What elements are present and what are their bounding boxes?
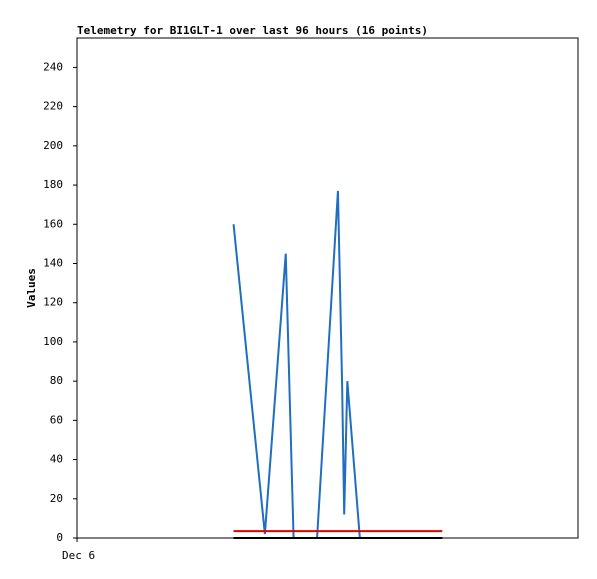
- y-tick-label: 120: [43, 296, 63, 309]
- y-tick-label: 140: [43, 256, 63, 269]
- y-axis-label: Values: [25, 268, 38, 308]
- plot-frame: [76, 37, 579, 539]
- y-tick-label: 160: [43, 217, 63, 230]
- y-tick-label: 20: [50, 492, 63, 505]
- y-tick-label: 60: [50, 413, 63, 426]
- y-tick-label: 240: [43, 60, 63, 73]
- chart-title: Telemetry for BI1GLT-1 over last 96 hour…: [77, 24, 428, 37]
- y-tick-label: 220: [43, 100, 63, 113]
- y-tick-label: 40: [50, 453, 63, 466]
- data-line: [232, 190, 443, 539]
- y-tick-label: 0: [56, 531, 63, 544]
- y-tick-label: 100: [43, 335, 63, 348]
- y-tick-label: 200: [43, 139, 63, 152]
- x-tick-label: Dec 6: [62, 549, 95, 562]
- y-tick-label: 80: [50, 374, 63, 387]
- y-tick-label: 180: [43, 178, 63, 191]
